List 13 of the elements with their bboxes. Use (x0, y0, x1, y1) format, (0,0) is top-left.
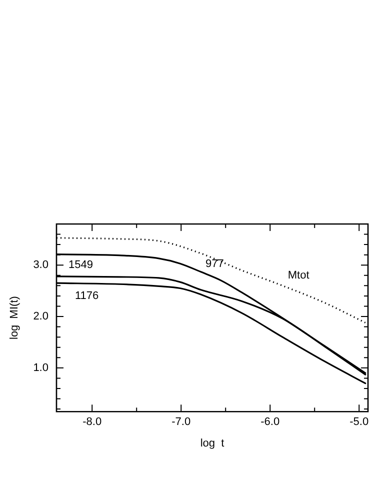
series-label: Mtot (288, 270, 310, 282)
series-label: 1176 (74, 290, 99, 302)
x-tick-label: -6.0 (260, 416, 280, 428)
y-axis-title: log MI(t) (8, 296, 21, 340)
y-tick-label: 2.0 (33, 310, 48, 323)
x-tick-label: -7.0 (172, 416, 191, 428)
x-tick-label: -8.0 (82, 416, 102, 428)
x-tick-label: -5.0 (350, 416, 369, 428)
y-tick-label: 1.0 (33, 362, 48, 374)
series-label: 1549 (68, 258, 94, 271)
series-label: 977 (205, 258, 224, 270)
y-tick-label: 3.0 (33, 259, 48, 272)
x-axis-title: log t (200, 437, 224, 450)
